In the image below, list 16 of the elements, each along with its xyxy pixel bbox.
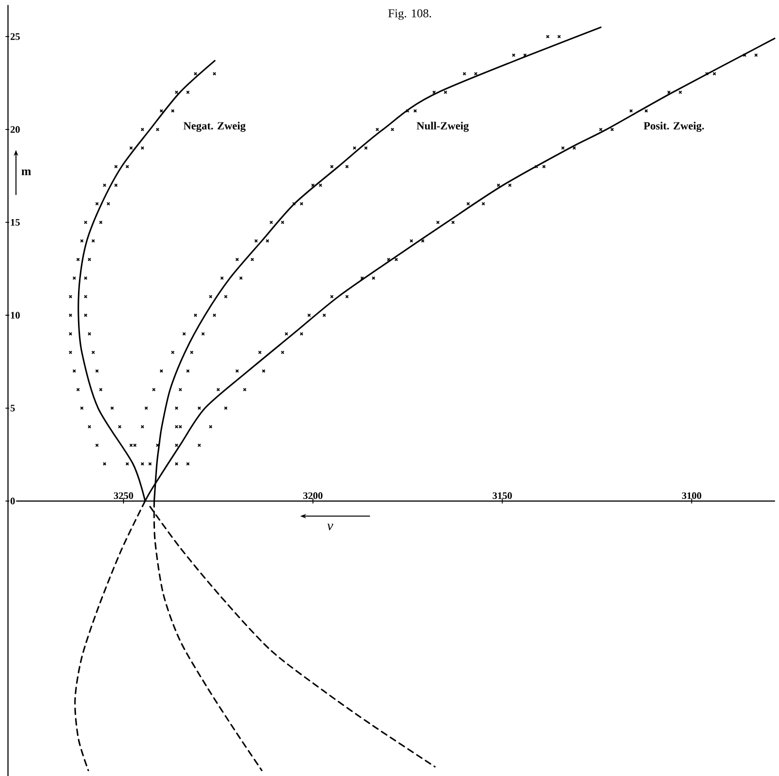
y-tick-label: 25 (10, 33, 20, 40)
x-tick-label: 3250 (114, 492, 134, 500)
y-tick-label: 15 (10, 219, 20, 226)
series-label: Posit. Zweig. (644, 122, 704, 132)
chart-title: Fig. 108. (388, 9, 432, 20)
x-tick-label: 3100 (682, 492, 702, 500)
y-tick-label: 5 (10, 404, 15, 412)
y-tick-label: 10 (10, 312, 20, 319)
series-label: Null-Zweig (416, 122, 469, 132)
y-tick-label: 20 (10, 126, 20, 133)
x-axis-title: ν (327, 524, 334, 530)
x-tick-label: 3200 (303, 492, 322, 500)
x-tick-label: 3150 (492, 492, 512, 500)
y-tick-label: 0 (10, 498, 15, 504)
y-axis-title: m (22, 169, 31, 176)
series-label: Negat. Zweig (184, 122, 246, 132)
